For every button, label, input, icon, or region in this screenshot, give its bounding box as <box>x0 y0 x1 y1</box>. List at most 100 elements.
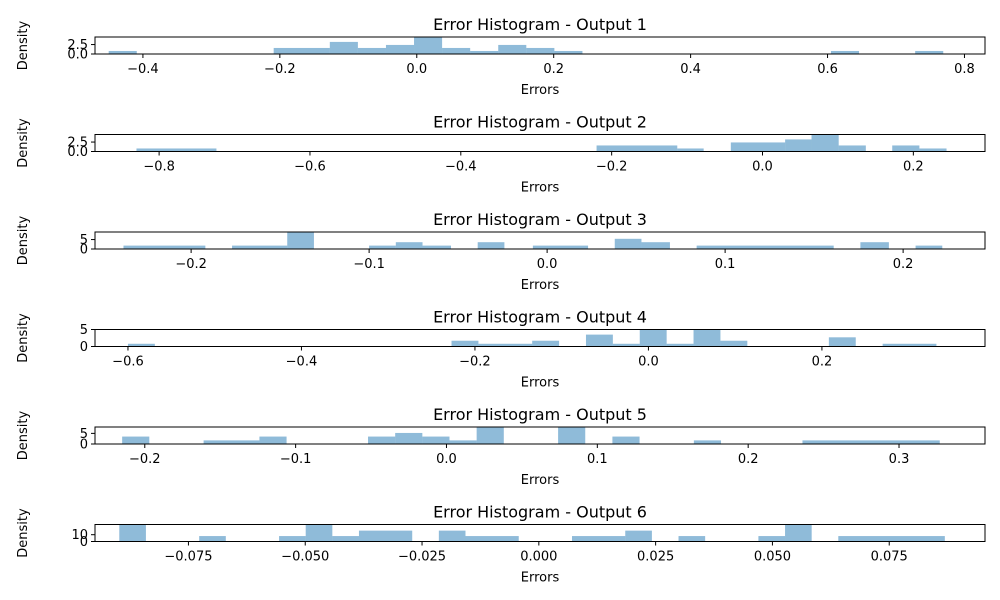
chart-panel-2: Error Histogram - Output 2 −0.8 −0.6 −0.4 −0… <box>16 113 986 196</box>
histogram-bar <box>554 50 583 54</box>
histogram-bar <box>465 536 519 542</box>
histogram-bar <box>232 245 288 249</box>
histogram-bar <box>828 337 856 347</box>
y-axis-label: Density <box>16 20 31 70</box>
chart-title: Error Histogram - Output 1 <box>433 15 647 34</box>
chart-title: Error Histogram - Output 5 <box>433 405 647 424</box>
histogram-bar <box>892 145 920 152</box>
y-axis-label: Density <box>16 410 31 460</box>
x-tick-label: 0.0 <box>638 355 659 370</box>
x-tick-label: 0.3 <box>889 452 910 467</box>
y-tick-label: 0 <box>80 438 88 453</box>
histogram-bar <box>369 245 396 249</box>
y-tick-label: 5 <box>80 323 88 338</box>
histogram-bar <box>614 238 642 249</box>
histogram-bar <box>838 145 866 152</box>
x-axis-label: Errors <box>521 571 560 586</box>
histogram-bar <box>287 232 314 249</box>
x-tick-label: 0.6 <box>817 62 838 77</box>
x-tick-label: −0.2 <box>129 452 161 467</box>
histogram-bar <box>612 343 640 347</box>
histogram-bar <box>438 530 466 542</box>
x-tick-label: −0.025 <box>398 550 446 565</box>
x-tick-label: −0.2 <box>459 355 491 370</box>
histogram-bar <box>273 47 330 54</box>
histogram-bar <box>199 536 226 542</box>
x-tick-label: −0.1 <box>280 452 312 467</box>
histogram-bar <box>385 44 415 54</box>
x-axis-label: Errors <box>521 181 560 196</box>
x-axis-label: Errors <box>521 376 560 391</box>
histogram-bar <box>558 427 586 444</box>
histogram-bar <box>585 334 613 347</box>
histogram-bar <box>123 245 206 249</box>
chart-panel-6: Error Histogram - Output 6 −0.075 −0.050 −0… <box>16 503 986 586</box>
histogram-bar <box>919 148 947 152</box>
histogram-bar <box>259 436 287 444</box>
histogram-bar <box>882 343 937 347</box>
x-tick-label: −0.8 <box>143 160 175 175</box>
y-tick-label: 0.0 <box>67 145 88 160</box>
axes-frame <box>94 36 986 55</box>
axes-frame <box>94 231 986 250</box>
histogram-bar <box>136 148 217 152</box>
chart-title: Error Histogram - Output 3 <box>433 210 647 229</box>
x-tick-label: 0.0 <box>406 62 427 77</box>
histogram-bar <box>532 340 560 347</box>
x-tick-label: −0.4 <box>286 355 318 370</box>
x-tick-label: 0.0 <box>436 452 457 467</box>
histogram-bar <box>730 142 786 152</box>
x-tick-label: 0.2 <box>543 62 564 77</box>
x-tick-label: 0.1 <box>715 257 736 272</box>
histogram-bar <box>625 530 652 542</box>
histogram-bar <box>305 524 333 542</box>
histogram-bar <box>641 242 670 249</box>
histogram-bar <box>329 41 358 54</box>
histogram-bar <box>785 139 812 152</box>
x-axis-label: Errors <box>521 473 560 488</box>
x-tick-label: 0.2 <box>738 452 759 467</box>
histogram-bar <box>358 530 413 542</box>
histogram-bar <box>758 536 786 542</box>
histogram-bar <box>693 440 722 444</box>
x-tick-label: 0.025 <box>637 550 674 565</box>
x-tick-label: 0.2 <box>893 257 914 272</box>
x-tick-label: 0.0 <box>537 257 558 272</box>
histogram-bar <box>720 340 748 347</box>
histogram-bar <box>357 47 386 54</box>
histogram-bar <box>838 536 945 542</box>
x-tick-label: −0.4 <box>445 160 477 175</box>
y-axis-label: Density <box>16 313 31 363</box>
y-tick-label: 5 <box>80 233 88 248</box>
y-tick-label: 5 <box>80 427 88 442</box>
histogram-bar <box>449 440 477 444</box>
x-axis-label: Errors <box>521 278 560 293</box>
histogram-bar <box>477 242 505 249</box>
histogram-bar <box>915 50 944 54</box>
x-tick-label: −0.1 <box>353 257 385 272</box>
histogram-bar <box>811 134 839 152</box>
chart-title: Error Histogram - Output 2 <box>433 113 647 132</box>
histogram-bar <box>572 536 626 542</box>
x-tick-label: −0.6 <box>294 160 326 175</box>
histogram-bar <box>696 245 834 249</box>
y-tick-label: 0.0 <box>67 48 88 63</box>
x-tick-label: 0.0 <box>752 160 773 175</box>
chart-panel-1: Error Histogram - Output 1 −0.4 −0.2 0.0 0.2… <box>16 15 986 98</box>
histogram-bar <box>476 427 504 444</box>
histogram-bar <box>470 50 499 54</box>
histogram-bar <box>368 436 396 444</box>
histogram-bar <box>422 436 450 444</box>
axes-frame <box>94 329 986 347</box>
histogram-bar <box>478 343 533 347</box>
histogram-bar <box>526 47 555 54</box>
y-tick-label: 0 <box>80 243 88 258</box>
x-axis-label: Errors <box>521 83 560 98</box>
y-tick-label: 2.5 <box>67 38 88 53</box>
y-tick-label: 10 <box>71 528 88 543</box>
x-tick-label: −0.2 <box>175 257 207 272</box>
histogram-bar <box>332 536 359 542</box>
x-tick-label: 0.075 <box>871 550 908 565</box>
chart-panel-4: Error Histogram - Output 4 −0.6 −0.4 −0.2 0.… <box>16 308 986 391</box>
